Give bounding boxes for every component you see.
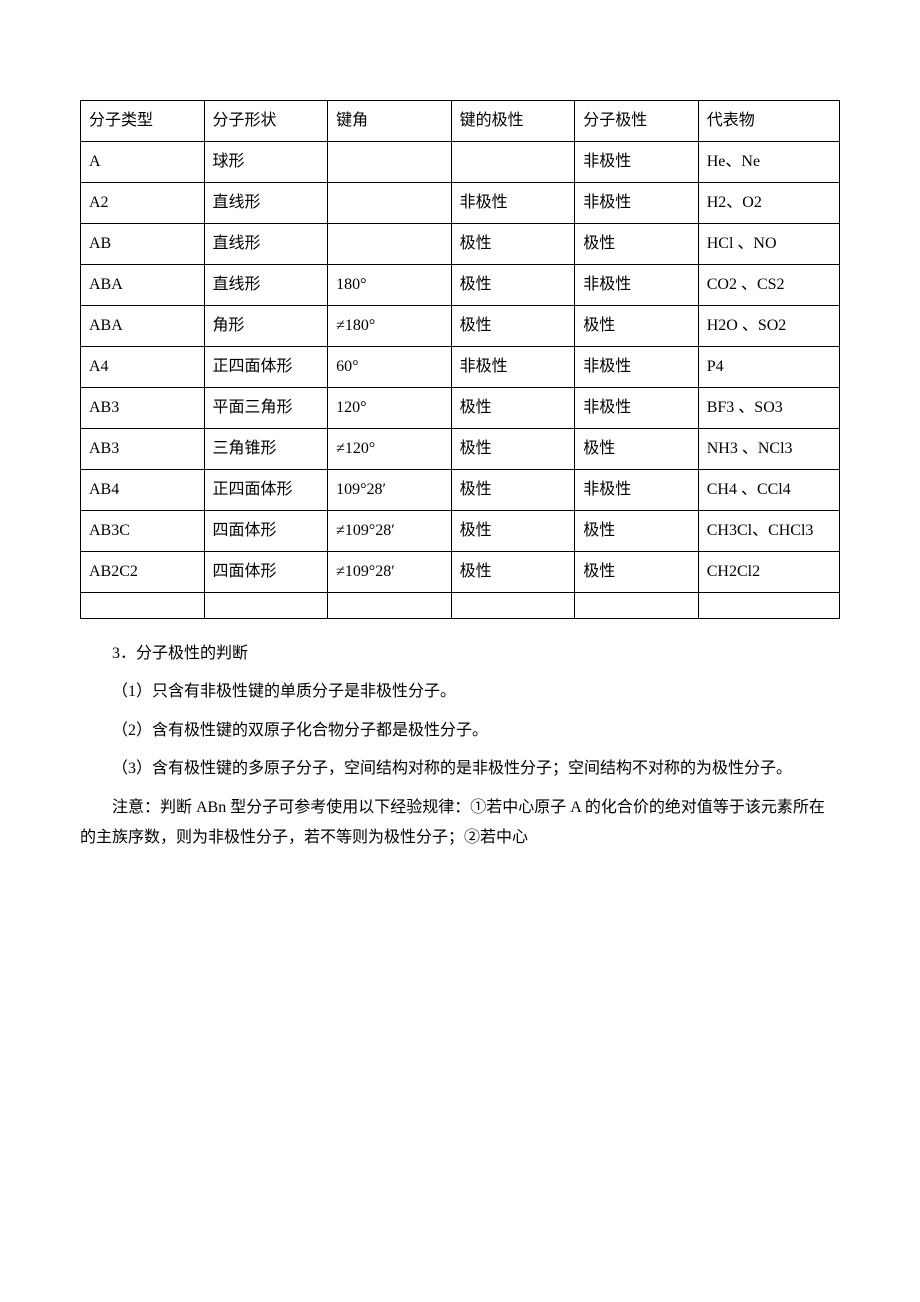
table-cell: A2	[81, 183, 205, 224]
table-cell	[328, 593, 452, 619]
header-cell: 键的极性	[451, 101, 575, 142]
table-row: A 球形 非极性 He、Ne	[81, 142, 840, 183]
paragraph: （3）含有极性键的多原子分子，空间结构对称的是非极性分子；空间结构不对称的为极性…	[80, 754, 840, 784]
table-row: A2 直线形 非极性 非极性 H2、O2	[81, 183, 840, 224]
header-cell: 键角	[328, 101, 452, 142]
table-row-empty	[81, 593, 840, 619]
table-cell	[451, 593, 575, 619]
table-cell: P4	[698, 347, 839, 388]
table-cell	[328, 224, 452, 265]
table-cell: ≠109°28′	[328, 552, 452, 593]
table-row: ABA 角形 ≠180° 极性 极性 H2O 、SO2	[81, 306, 840, 347]
table-cell: He、Ne	[698, 142, 839, 183]
table-cell: 极性	[451, 306, 575, 347]
table-cell: 非极性	[451, 347, 575, 388]
table-cell: AB2C2	[81, 552, 205, 593]
table-cell: BF3 、SO3	[698, 388, 839, 429]
table-cell: 直线形	[204, 183, 328, 224]
table-cell: 极性	[451, 552, 575, 593]
table-header-row: 分子类型 分子形状 键角 键的极性 分子极性 代表物	[81, 101, 840, 142]
table-cell: 非极性	[575, 142, 699, 183]
table-cell	[204, 593, 328, 619]
table-cell: 非极性	[575, 388, 699, 429]
table-cell: 平面三角形	[204, 388, 328, 429]
table-cell: 极性	[451, 265, 575, 306]
table-cell: 120°	[328, 388, 452, 429]
table-row: AB 直线形 极性 极性 HCl 、NO	[81, 224, 840, 265]
table-cell: 直线形	[204, 265, 328, 306]
table-cell: AB4	[81, 470, 205, 511]
table-cell: CH2Cl2	[698, 552, 839, 593]
table-cell: 非极性	[575, 183, 699, 224]
table-cell: ABA	[81, 306, 205, 347]
table-cell: CH3Cl、CHCl3	[698, 511, 839, 552]
table-cell: 极性	[451, 511, 575, 552]
table-cell: 角形	[204, 306, 328, 347]
table-cell	[328, 183, 452, 224]
header-cell: 分子形状	[204, 101, 328, 142]
table-cell	[698, 593, 839, 619]
table-cell: 极性	[575, 306, 699, 347]
paragraph: 3．分子极性的判断	[80, 639, 840, 669]
table-cell: ABA	[81, 265, 205, 306]
table-cell: CO2 、CS2	[698, 265, 839, 306]
table-cell: ≠120°	[328, 429, 452, 470]
table-cell: NH3 、NCl3	[698, 429, 839, 470]
table-cell: 极性	[575, 511, 699, 552]
table-cell	[451, 142, 575, 183]
table-cell: 180°	[328, 265, 452, 306]
table-cell: A	[81, 142, 205, 183]
molecule-table: 分子类型 分子形状 键角 键的极性 分子极性 代表物 A 球形 非极性 He、N…	[80, 100, 840, 619]
table-cell: 非极性	[575, 265, 699, 306]
table-cell: A4	[81, 347, 205, 388]
table-cell: AB	[81, 224, 205, 265]
table-row: AB3 平面三角形 120° 极性 非极性 BF3 、SO3	[81, 388, 840, 429]
table-cell: 非极性	[451, 183, 575, 224]
table-cell: 极性	[451, 388, 575, 429]
table-cell: 正四面体形	[204, 347, 328, 388]
table-cell: 非极性	[575, 347, 699, 388]
header-cell: 分子类型	[81, 101, 205, 142]
table-cell: 60°	[328, 347, 452, 388]
table-cell: 四面体形	[204, 511, 328, 552]
table-cell: HCl 、NO	[698, 224, 839, 265]
paragraph: （2）含有极性键的双原子化合物分子都是极性分子。	[80, 716, 840, 746]
table-cell: AB3C	[81, 511, 205, 552]
table-cell: 三角锥形	[204, 429, 328, 470]
table-cell: 极性	[451, 470, 575, 511]
table-cell: H2O 、SO2	[698, 306, 839, 347]
table-row: AB3C 四面体形 ≠109°28′ 极性 极性 CH3Cl、CHCl3	[81, 511, 840, 552]
table-cell: 球形	[204, 142, 328, 183]
table-cell: AB3	[81, 388, 205, 429]
header-cell: 代表物	[698, 101, 839, 142]
table-row: AB2C2 四面体形 ≠109°28′ 极性 极性 CH2Cl2	[81, 552, 840, 593]
table-cell: 四面体形	[204, 552, 328, 593]
table-cell: 极性	[451, 224, 575, 265]
table-cell	[81, 593, 205, 619]
table-row: ABA 直线形 180° 极性 非极性 CO2 、CS2	[81, 265, 840, 306]
header-cell: 分子极性	[575, 101, 699, 142]
table-cell: 极性	[575, 429, 699, 470]
table-cell: 极性	[451, 429, 575, 470]
table-cell: 109°28′	[328, 470, 452, 511]
table-row: A4 正四面体形 60° 非极性 非极性 P4	[81, 347, 840, 388]
table-cell: AB3	[81, 429, 205, 470]
table-cell: 正四面体形	[204, 470, 328, 511]
table-cell: CH4 、CCl4	[698, 470, 839, 511]
table-cell	[328, 142, 452, 183]
table-cell: 极性	[575, 224, 699, 265]
table-row: AB3 三角锥形 ≠120° 极性 极性 NH3 、NCl3	[81, 429, 840, 470]
table-cell: ≠180°	[328, 306, 452, 347]
table-row: AB4 正四面体形 109°28′ 极性 非极性 CH4 、CCl4	[81, 470, 840, 511]
table-cell: H2、O2	[698, 183, 839, 224]
table-cell: 极性	[575, 552, 699, 593]
table-cell: ≠109°28′	[328, 511, 452, 552]
paragraph: 注意：判断 ABn 型分子可参考使用以下经验规律：①若中心原子 A 的化合价的绝…	[80, 793, 840, 854]
paragraph: （1）只含有非极性键的单质分子是非极性分子。	[80, 677, 840, 707]
table-cell: 非极性	[575, 470, 699, 511]
table-cell	[575, 593, 699, 619]
table-cell: 直线形	[204, 224, 328, 265]
